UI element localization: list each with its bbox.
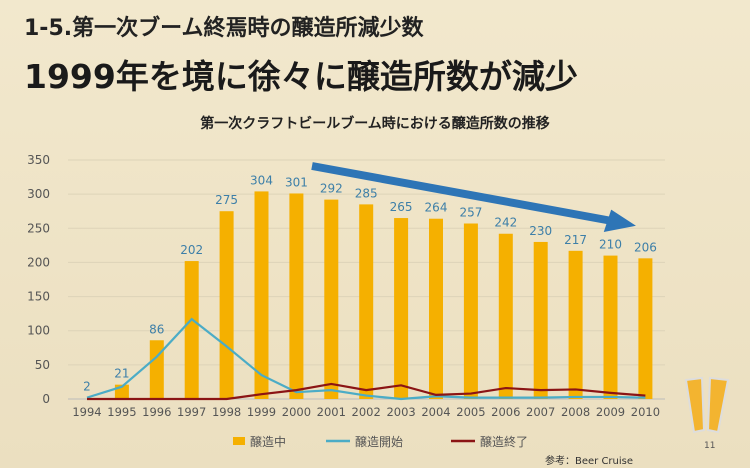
trend-arrow-head (603, 209, 636, 232)
data-label: 304 (250, 173, 273, 187)
data-label: 265 (390, 200, 413, 214)
bar (533, 241, 548, 399)
bar (289, 193, 304, 399)
bar (498, 233, 513, 399)
y-tick-label: 350 (27, 153, 50, 167)
data-label: 217 (564, 233, 587, 247)
x-tick-label: 2001 (317, 405, 346, 419)
y-tick-label: 0 (42, 392, 50, 406)
x-tick-label: 1994 (72, 405, 101, 419)
bar (219, 211, 234, 399)
data-label: 2 (83, 380, 91, 394)
y-tick-label: 150 (27, 290, 50, 304)
bar (394, 218, 409, 399)
y-tick-label: 300 (27, 187, 50, 201)
bar (603, 255, 618, 399)
data-label: 230 (529, 224, 552, 238)
data-label: 275 (215, 193, 238, 207)
data-label: 292 (320, 182, 343, 196)
x-tick-label: 2010 (631, 405, 660, 419)
bar (254, 191, 269, 399)
y-tick-label: 250 (27, 221, 50, 235)
legend-label: 醸造終了 (480, 434, 528, 449)
data-label: 86 (149, 322, 164, 336)
series-line-醸造開始 (86, 317, 646, 401)
data-label: 257 (459, 206, 482, 220)
x-tick-label: 2009 (596, 405, 625, 419)
x-tick-label: 2000 (282, 405, 311, 419)
bar (359, 204, 374, 399)
x-tick-label: 1997 (177, 405, 206, 419)
beer-glass-icon (706, 376, 730, 434)
data-label: 21 (114, 367, 129, 381)
data-label: 264 (425, 201, 448, 215)
bar (429, 218, 443, 399)
trend-arrow (311, 162, 613, 225)
page-number: 11 (704, 441, 716, 451)
y-tick-label: 50 (35, 358, 50, 372)
source-note: 参考：Beer Cruise (545, 456, 634, 467)
legend-label: 醸造中 (250, 434, 286, 449)
x-tick-label: 2006 (491, 405, 520, 419)
bar (568, 250, 583, 399)
legend-label: 醸造開始 (355, 435, 403, 449)
x-tick-label: 1998 (212, 405, 241, 419)
bar (149, 340, 164, 399)
x-tick-label: 1999 (247, 405, 276, 419)
x-tick-label: 2008 (561, 405, 590, 419)
data-label: 206 (634, 240, 657, 254)
legend-swatch (233, 437, 245, 445)
x-tick-label: 1995 (107, 405, 136, 419)
bar (463, 223, 478, 399)
bar (184, 261, 199, 399)
y-tick-label: 100 (27, 324, 50, 338)
beer-glass-icon (684, 376, 706, 434)
data-label: 202 (180, 243, 203, 257)
y-tick-label: 200 (27, 255, 50, 269)
chart-title: 第一次クラフトビールブーム時における醸造所数の推移 (200, 116, 550, 132)
x-tick-label: 2005 (456, 405, 485, 419)
data-label: 210 (599, 238, 622, 252)
data-label: 301 (285, 175, 308, 189)
headline: 1999年を境に徐々に醸造所数が減少 (24, 57, 578, 96)
x-tick-label: 2004 (421, 405, 450, 419)
bar (324, 199, 339, 399)
section-title: 1-5.第一次ブーム終焉時の醸造所減少数 (24, 16, 424, 41)
series-line-醸造終了 (87, 382, 646, 401)
data-label: 285 (355, 186, 378, 200)
x-tick-label: 2002 (352, 405, 381, 419)
data-label: 242 (494, 216, 517, 230)
x-tick-label: 2007 (526, 405, 555, 419)
bar (638, 258, 653, 399)
x-tick-label: 2003 (386, 405, 415, 419)
x-tick-label: 1996 (142, 405, 171, 419)
